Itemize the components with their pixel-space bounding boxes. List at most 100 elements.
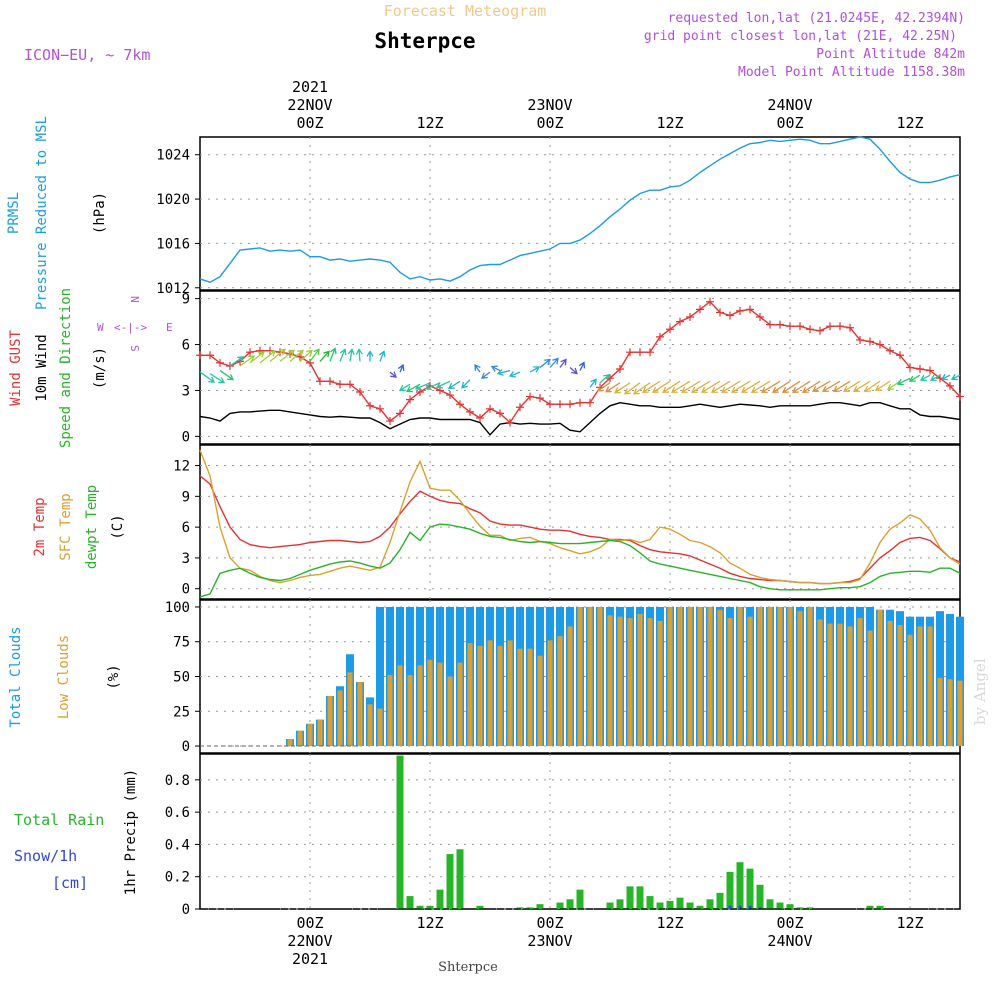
precip-panel: 0 0.2 0.4 0.6 0.8 xyxy=(165,753,961,918)
low-clouds-bar xyxy=(897,625,903,747)
temp-ytick-label: 6 xyxy=(182,520,190,536)
gust-marker xyxy=(446,391,454,400)
low-clouds-bar xyxy=(547,640,553,747)
wind-arrow xyxy=(496,368,511,376)
wind-arrows xyxy=(199,347,961,395)
wind-arrow xyxy=(355,348,363,362)
wind-arrow xyxy=(720,380,741,393)
wind-arrow xyxy=(940,373,951,381)
gust-marker xyxy=(496,409,504,418)
prmsl-line xyxy=(199,136,961,283)
compass-east: E xyxy=(166,321,173,334)
gust-marker xyxy=(876,340,884,349)
temp-ytick-label: 12 xyxy=(173,459,190,475)
wind-arrow xyxy=(309,348,320,362)
wind-arrow xyxy=(599,373,610,384)
gust-marker xyxy=(786,322,794,331)
gust-marker xyxy=(926,366,934,375)
wind-arrow xyxy=(378,350,386,362)
temp-axis-label: SFC Temp xyxy=(58,493,74,560)
gust-marker xyxy=(556,400,564,409)
wind-ytick-label: 3 xyxy=(182,383,190,399)
clouds-axis-label: Low Clouds xyxy=(56,635,72,719)
wind-arrow xyxy=(700,380,721,393)
low-clouds-bar xyxy=(287,739,293,747)
wind-arrow xyxy=(852,380,871,392)
gust-marker xyxy=(866,337,874,346)
temp-axis-label: 2m Temp xyxy=(32,497,48,556)
gust-marker xyxy=(766,320,774,329)
low-clouds-bar xyxy=(457,662,463,747)
bottom-time-label: 22NOV xyxy=(287,932,332,950)
low-clouds-bar xyxy=(847,626,853,747)
wind-arrow xyxy=(842,380,861,392)
low-clouds-bar xyxy=(697,606,703,747)
wind-arrow xyxy=(549,357,559,368)
wind-arrow xyxy=(661,380,681,393)
top-time-label: 00Z xyxy=(776,114,803,132)
wind-arrow xyxy=(480,371,491,379)
precip-frame xyxy=(199,753,961,910)
wind-arrow xyxy=(229,356,245,367)
gust-marker xyxy=(916,365,924,374)
low-clouds-bar xyxy=(667,606,673,747)
low-clouds-bar xyxy=(597,606,603,747)
gust-marker xyxy=(306,358,314,367)
gust-marker xyxy=(196,351,204,360)
pressure-axis-label: PRMSL xyxy=(6,192,22,234)
wind-arrow xyxy=(578,361,586,371)
gust-marker xyxy=(686,313,694,322)
low-clouds-bar xyxy=(647,618,653,747)
gust-marker xyxy=(886,346,894,355)
gust-marker xyxy=(386,417,394,426)
low-clouds-bar xyxy=(917,626,923,747)
gust-marker xyxy=(816,326,824,335)
temp-ytick-label: 0 xyxy=(182,582,190,598)
gust-marker xyxy=(896,351,904,360)
pressure-ytick-label: 1016 xyxy=(156,236,190,252)
rain-bar xyxy=(516,907,524,909)
rain-bar xyxy=(436,889,444,909)
gust-marker xyxy=(576,398,584,407)
gust-marker xyxy=(716,308,724,317)
wind-frame xyxy=(199,290,961,445)
wind-arrow xyxy=(508,371,521,378)
gust-marker xyxy=(466,407,474,416)
rain-bar xyxy=(626,886,634,909)
gust-marker xyxy=(956,392,964,401)
rain-bar xyxy=(686,902,694,909)
wind-panel: 0 3 6 9 xyxy=(182,290,961,445)
wind-arrow xyxy=(760,380,781,393)
wind-arrow xyxy=(424,382,441,391)
top-time-label: 22NOV xyxy=(287,96,332,114)
rain-bar xyxy=(806,907,814,909)
10m-wind-line xyxy=(199,401,961,436)
low-clouds-bar xyxy=(367,704,373,747)
low-clouds-bar xyxy=(687,606,693,747)
gust-marker xyxy=(456,400,464,409)
gust-marker xyxy=(696,305,704,314)
precip-ytick-label: 0.4 xyxy=(165,837,190,853)
low-clouds-bar xyxy=(447,676,453,747)
wind-arrow xyxy=(832,380,851,392)
gust-marker xyxy=(476,413,484,422)
wind-arrow xyxy=(259,350,276,364)
compass-west: W xyxy=(97,321,104,334)
gust-marker xyxy=(736,306,744,315)
low-clouds-bar xyxy=(347,672,353,747)
rain-bar xyxy=(616,899,624,909)
low-clouds-bar xyxy=(637,613,643,747)
wind-arrow xyxy=(447,380,461,389)
gust-marker xyxy=(256,346,264,355)
low-clouds-bar xyxy=(607,615,613,747)
top-time-label: 12Z xyxy=(896,114,923,132)
clouds-axis-label: (%) xyxy=(106,664,122,689)
wind-arrow xyxy=(801,380,821,393)
wind-arrow xyxy=(347,348,355,362)
rain-bar xyxy=(706,899,714,909)
top-time-label: 2021 xyxy=(292,78,328,96)
wind-arrow xyxy=(919,374,931,381)
rain-bar xyxy=(606,902,614,909)
wind-arrow xyxy=(710,380,731,393)
wind-axis-label: Wind GUST xyxy=(8,330,24,406)
